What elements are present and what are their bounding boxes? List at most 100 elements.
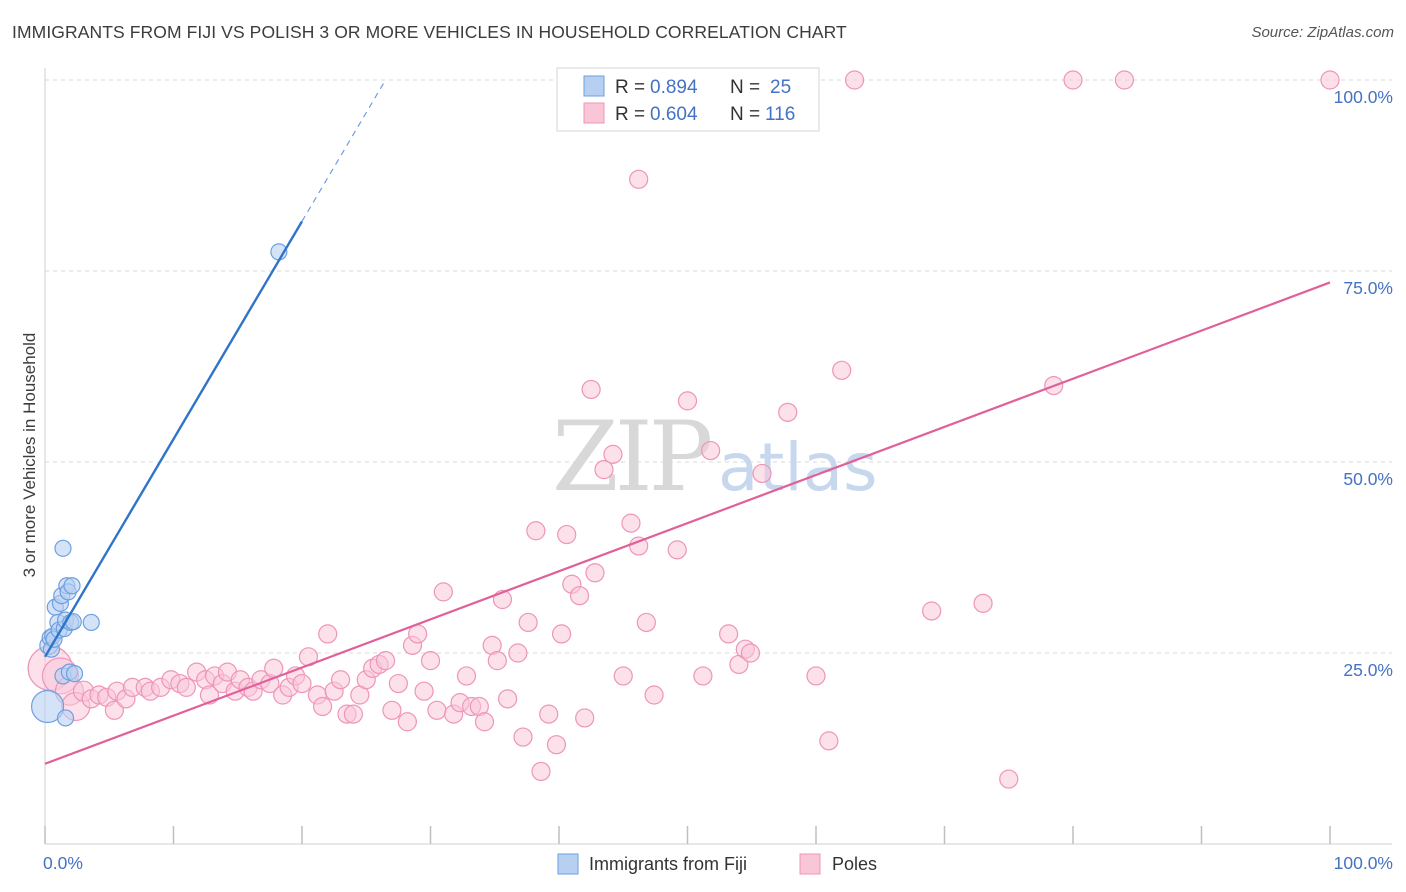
y-tick-label: 50.0% — [1343, 469, 1393, 489]
fiji-point — [56, 709, 75, 727]
poles-point — [513, 727, 533, 747]
y-axis-label: 3 or more Vehicles in Household — [20, 333, 39, 578]
poles-point — [551, 624, 572, 644]
poles-point — [176, 677, 196, 697]
poles-point — [318, 624, 338, 644]
legend: Immigrants from Fiji Poles — [557, 853, 877, 875]
poles-point — [292, 673, 312, 694]
poles-point — [644, 685, 664, 705]
poles-point — [819, 731, 839, 751]
poles-point — [922, 601, 942, 621]
poles-point — [388, 673, 408, 694]
poles-point — [546, 735, 567, 755]
poles-point — [603, 444, 623, 464]
poles-point — [531, 761, 551, 782]
poles-point — [752, 463, 772, 484]
poles-point — [1320, 70, 1340, 90]
stats-poles-swatch — [583, 102, 605, 124]
poles-point — [456, 666, 477, 686]
poles-point — [414, 681, 434, 701]
x-tick-labels: 0.0% 100.0% — [43, 853, 1393, 873]
poles-point — [806, 666, 826, 686]
fiji-point — [82, 613, 100, 632]
stats-fiji-n-value: 25 — [770, 77, 791, 98]
poles-point — [312, 696, 333, 717]
poles-point — [844, 70, 865, 90]
poles-point — [594, 460, 614, 480]
poles-point — [557, 524, 577, 545]
watermark: ZIP atlas — [552, 401, 878, 513]
poles-point — [832, 360, 852, 380]
poles-point — [474, 712, 495, 732]
poles-point — [636, 612, 656, 633]
y-tick-label: 25.0% — [1343, 660, 1393, 680]
poles-point — [1063, 70, 1083, 90]
legend-poles-label: Poles — [832, 854, 877, 874]
y-tick-labels: 25.0% 50.0% 75.0% 100.0% — [1334, 87, 1393, 680]
fiji-point — [30, 689, 65, 724]
poles-point — [999, 769, 1019, 789]
poles-point — [526, 521, 546, 541]
poles-point — [330, 670, 351, 690]
poles-point — [629, 169, 649, 189]
watermark-zip: ZIP — [552, 401, 711, 513]
poles-point — [420, 651, 441, 671]
poles-point — [778, 402, 798, 422]
poles-point — [104, 700, 124, 720]
x-tick-label: 100.0% — [1334, 853, 1393, 873]
stats-poles-n-value: 116 — [765, 104, 795, 125]
poles-point — [677, 391, 698, 411]
stats-poles-r-value: 0.604 — [650, 104, 698, 125]
y-tick-label: 100.0% — [1334, 87, 1393, 107]
x-tick-label: 0.0% — [43, 853, 83, 873]
poles-point — [382, 700, 402, 720]
poles-point — [498, 689, 518, 709]
poles-points — [27, 70, 1340, 789]
poles-point — [613, 666, 633, 686]
legend-fiji-swatch — [557, 853, 579, 875]
fiji-point — [63, 577, 81, 595]
poles-point — [427, 700, 447, 720]
poles-point — [693, 666, 713, 686]
fiji-point — [54, 539, 72, 557]
poles-point — [508, 643, 528, 663]
legend-fiji-label: Immigrants from Fiji — [589, 854, 747, 874]
poles-trend-line — [44, 281, 1331, 765]
axes — [44, 68, 1392, 845]
poles-point — [343, 704, 363, 724]
stats-fiji-n-label: N = — [730, 77, 760, 98]
source-credit: Source: ZipAtlas.com — [1251, 24, 1394, 41]
fiji-points — [30, 243, 288, 727]
poles-point — [1114, 70, 1135, 90]
chart-title: IMMIGRANTS FROM FIJI VS POLISH 3 OR MORE… — [12, 22, 847, 42]
poles-point — [569, 586, 590, 606]
fiji-point — [65, 665, 84, 683]
poles-point — [433, 582, 453, 602]
poles-point — [667, 540, 687, 560]
stats-poles-r-label: R = — [615, 104, 645, 125]
poles-point — [487, 651, 507, 671]
poles-point — [973, 593, 993, 613]
stats-box: R = 0.894 N = 25 R = 0.604 N = 116 — [556, 67, 820, 132]
poles-point — [585, 563, 605, 583]
fiji-trend-line — [43, 220, 304, 658]
poles-point — [581, 379, 601, 400]
stats-fiji-r-value: 0.894 — [650, 77, 698, 98]
poles-point — [539, 704, 559, 724]
y-tick-label: 75.0% — [1343, 278, 1393, 298]
fiji-trend-extension — [301, 79, 387, 222]
poles-point — [719, 624, 739, 644]
stats-fiji-swatch — [583, 75, 605, 97]
poles-point — [740, 643, 761, 663]
stats-fiji-r-label: R = — [615, 77, 645, 98]
poles-point — [629, 536, 649, 556]
poles-point — [621, 513, 641, 533]
poles-point — [518, 612, 538, 633]
stats-poles-n-label: N = — [730, 104, 760, 125]
watermark-atlas: atlas — [718, 429, 878, 506]
poles-point — [575, 708, 595, 728]
poles-point — [375, 651, 396, 671]
gridlines — [45, 79, 1392, 654]
legend-poles-swatch — [799, 853, 821, 875]
